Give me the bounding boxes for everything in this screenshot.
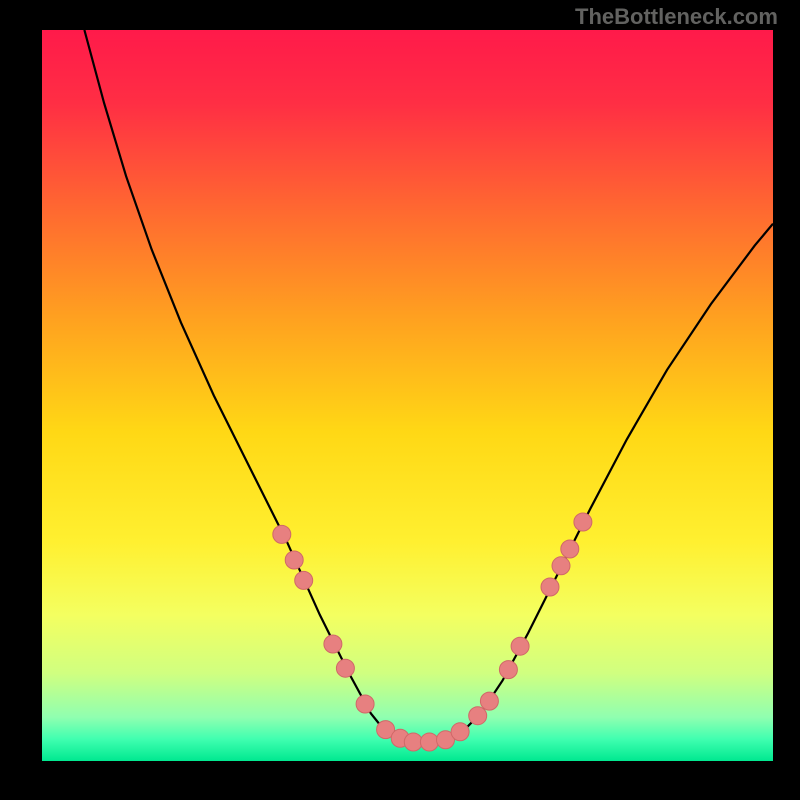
data-marker — [420, 733, 438, 751]
data-marker — [561, 540, 579, 558]
data-marker — [552, 557, 570, 575]
data-marker — [324, 635, 342, 653]
data-marker — [273, 525, 291, 543]
watermark-text: TheBottleneck.com — [575, 4, 778, 30]
data-marker — [541, 578, 559, 596]
data-marker — [285, 551, 303, 569]
data-marker — [511, 637, 529, 655]
data-marker — [574, 513, 592, 531]
data-marker — [336, 659, 354, 677]
data-marker — [295, 571, 313, 589]
data-marker — [451, 723, 469, 741]
data-marker — [404, 733, 422, 751]
data-marker — [499, 661, 517, 679]
data-marker — [356, 695, 374, 713]
data-marker — [480, 692, 498, 710]
plot-background — [42, 30, 773, 761]
chart-canvas: TheBottleneck.com — [0, 0, 800, 800]
data-marker — [469, 707, 487, 725]
bottleneck-chart — [0, 0, 800, 800]
